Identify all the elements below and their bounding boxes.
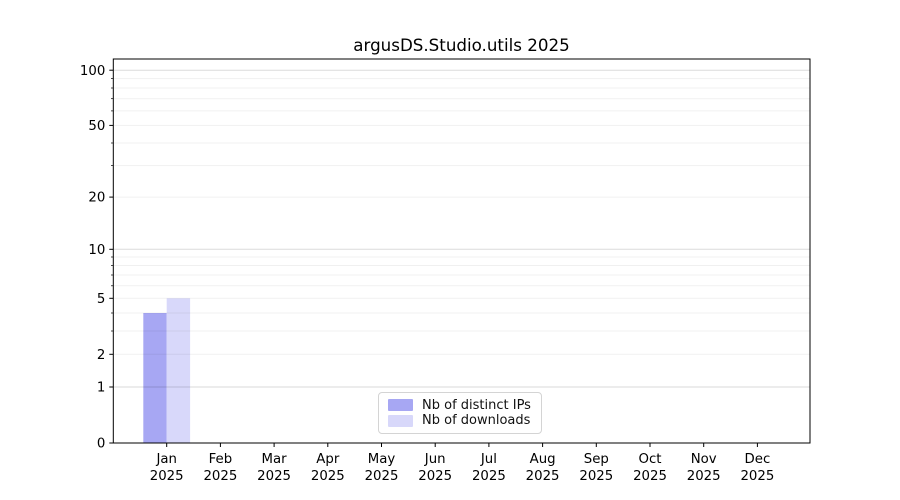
x-tick-year: 2025 — [633, 469, 667, 484]
grid-layer — [113, 69, 810, 388]
y-tick-label: 50 — [88, 119, 105, 134]
x-tick-month: Dec — [745, 452, 771, 467]
y-tick-label: 1 — [97, 381, 105, 396]
x-axis: Jan 2025 Feb 2025 Mar 2025 Apr 2025 May 2025 Jun 20… — [150, 443, 774, 484]
y-axis: 0 1 2 5 10 20 50 100 — [80, 64, 114, 452]
x-tick-month: Mar — [262, 452, 288, 467]
plot-frame — [112, 58, 811, 444]
x-tick-year: 2025 — [526, 469, 560, 484]
y-tick-label: 2 — [97, 348, 105, 363]
x-tick-month: Oct — [639, 452, 662, 467]
y-tick-label: 0 — [97, 437, 105, 452]
x-tick-month: Jan — [155, 452, 177, 467]
x-tick-month: Feb — [209, 452, 233, 467]
x-tick-month: Jul — [480, 452, 497, 467]
legend-label-distinct-ips: Nb of distinct IPs — [422, 397, 531, 413]
y-tick-label: 5 — [97, 292, 105, 307]
x-tick-year: 2025 — [418, 469, 452, 484]
chart-title: argusDS.Studio.utils 2025 — [353, 35, 570, 55]
x-tick-year: 2025 — [687, 469, 721, 484]
x-tick-year: 2025 — [150, 469, 184, 484]
legend-item-distinct-ips: Nb of distinct IPs — [388, 398, 532, 413]
x-tick-month: Sep — [584, 452, 609, 467]
x-tick-year: 2025 — [472, 469, 506, 484]
x-tick-month: Nov — [691, 452, 717, 467]
y-tick-label: 100 — [80, 64, 105, 79]
y-tick-label: 20 — [88, 191, 105, 206]
x-tick-year: 2025 — [203, 469, 237, 484]
legend-item-downloads: Nb of downloads — [388, 413, 532, 428]
x-tick-month: Aug — [530, 452, 556, 467]
y-tick-label: 10 — [88, 243, 105, 258]
x-tick-year: 2025 — [311, 469, 345, 484]
legend: Nb of distinct IPs Nb of downloads — [378, 392, 542, 434]
x-tick-month: May — [368, 452, 396, 467]
x-tick-year: 2025 — [365, 469, 399, 484]
legend-label-downloads: Nb of downloads — [422, 413, 531, 429]
legend-swatch-downloads — [388, 414, 413, 427]
bar-distinct-ips-jan — [143, 313, 167, 443]
x-tick-month: Jun — [424, 452, 446, 467]
legend-swatch-distinct-ips — [388, 399, 413, 412]
x-tick-year: 2025 — [579, 469, 613, 484]
x-tick-year: 2025 — [257, 469, 291, 484]
x-tick-month: Apr — [316, 452, 340, 467]
bar-downloads-jan — [166, 298, 191, 443]
x-tick-year: 2025 — [740, 469, 774, 484]
